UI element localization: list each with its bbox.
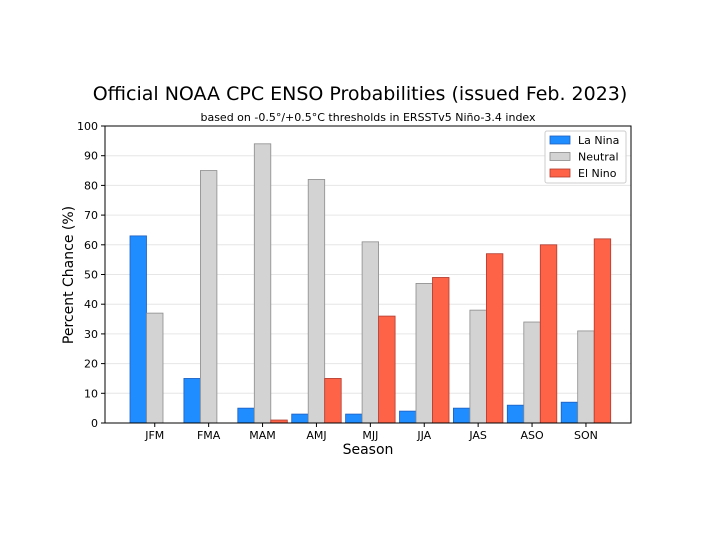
bar-la-nina-amj [291,413,309,424]
bar-el-nino-jja [432,277,450,424]
bar-neutral-fma [199,170,218,424]
y-tick-label: 40 [84,298,98,311]
y-tick-label: 10 [84,387,98,400]
y-tick-label: 90 [84,150,98,163]
x-tick-label: JFM [144,429,164,442]
bar-neutral-jas [469,309,487,424]
legend-label: El Nino [578,167,617,180]
bar-neutral-aso [523,321,541,424]
x-tick-label: AMJ [306,429,326,442]
bar-el-nino-son [593,238,612,424]
x-tick-label: JAS [468,429,487,442]
bar-el-nino-aso [539,244,558,424]
bar-la-nina-aso [506,404,525,424]
x-tick-label: JJA [416,429,431,442]
chart-subtitle: based on -0.5°/+0.5°C thresholds in ERSS… [200,111,536,124]
legend-swatch [549,135,571,145]
bar-la-nina-son [560,401,579,424]
y-tick-label: 80 [84,179,98,192]
x-tick-label: MJJ [362,429,378,442]
x-tick-label: ASO [520,429,544,442]
y-tick-label: 30 [84,328,98,341]
bar-la-nina-mam [237,407,255,424]
y-tick-label: 60 [84,239,98,252]
x-tick-label: FMA [197,429,221,442]
bar-la-nina-jas [452,407,471,424]
legend-label: La Nina [578,134,619,147]
y-tick-label: 50 [84,269,98,282]
y-tick-label: 20 [84,358,98,371]
bar-el-nino-mjj [378,315,396,424]
x-tick-label: SON [574,429,598,442]
axis-ticks: 0 10 20 30 40 50 60 70 80 90 100 JFM FMA MAM AMJ MJJ JJA… [77,120,598,442]
bar-neutral-son [577,330,595,424]
bar-neutral-jja [415,283,433,424]
legend-label: Neutral [578,151,619,164]
x-axis-label: Season [343,442,394,458]
bar-neutral-mam [253,143,272,424]
y-tick-label: 0 [91,417,98,430]
bar-la-nina-mjj [345,413,363,424]
y-tick-label: 100 [77,120,98,133]
legend-swatch [549,168,571,178]
legend-swatch [549,152,571,161]
bar-neutral-amj [307,179,326,424]
bar-neutral-mjj [361,241,380,424]
bar-la-nina-fma [183,378,201,424]
y-tick-label: 70 [84,209,98,222]
bar-la-nina-jfm [129,235,147,424]
bar-el-nino-jas [485,253,504,424]
bar-neutral-jfm [146,312,164,424]
x-tick-label: MAM [249,429,276,442]
y-axis-label: Percent Chance (%) [61,206,77,344]
legend: La Nina Neutral El Nino [544,130,627,184]
chart-title: Official NOAA CPC ENSO Probabilities (is… [93,83,628,105]
bar-el-nino-amj [324,378,342,424]
bar-la-nina-jja [399,410,417,424]
